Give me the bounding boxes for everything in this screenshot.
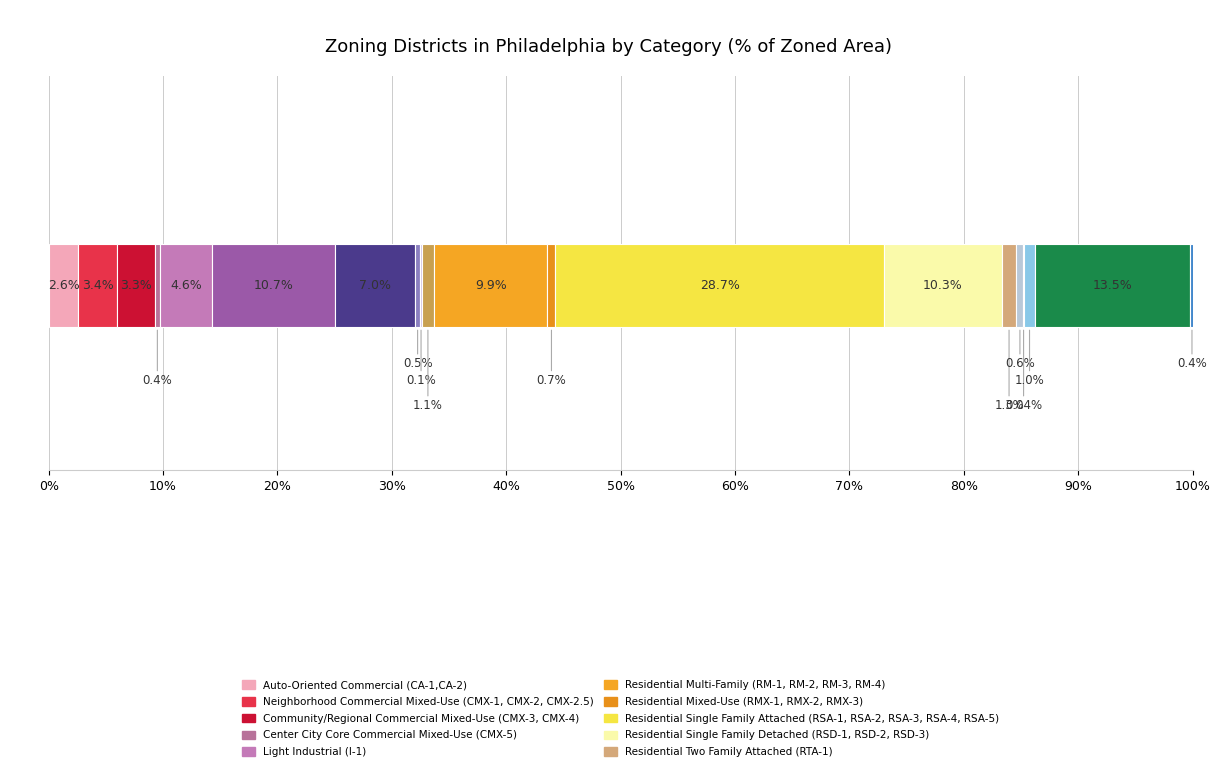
Text: 0.04%: 0.04%	[1005, 330, 1042, 412]
Bar	[212, 243, 335, 327]
Text: 2.6%: 2.6%	[47, 279, 79, 292]
Text: Zoning Districts in Philadelphia by Category (% of Zoned Area): Zoning Districts in Philadelphia by Cate…	[325, 38, 892, 56]
Text: 4.6%: 4.6%	[170, 279, 202, 292]
Bar	[1016, 243, 1023, 327]
Bar	[884, 243, 1002, 327]
Text: 0.6%: 0.6%	[1005, 330, 1034, 370]
Text: 0.4%: 0.4%	[1177, 330, 1207, 370]
Text: 1.1%: 1.1%	[413, 330, 443, 412]
Text: 0.4%: 0.4%	[142, 330, 173, 387]
Bar	[1023, 243, 1036, 327]
Bar	[555, 243, 884, 327]
Bar	[117, 243, 155, 327]
Text: 10.7%: 10.7%	[253, 279, 293, 292]
Text: 3.4%: 3.4%	[82, 279, 113, 292]
Bar	[421, 243, 434, 327]
Text: 13.5%: 13.5%	[1093, 279, 1132, 292]
Text: 1.3%: 1.3%	[994, 330, 1023, 412]
Text: 0.5%: 0.5%	[403, 330, 432, 370]
Legend: Auto-Oriented Commercial (CA-1,CA-2), Neighborhood Commercial Mixed-Use (CMX-1, : Auto-Oriented Commercial (CA-1,CA-2), Ne…	[242, 680, 999, 758]
Bar	[1036, 243, 1190, 327]
Bar	[49, 243, 78, 327]
Bar	[78, 243, 117, 327]
Text: 0.1%: 0.1%	[406, 330, 436, 387]
Text: 9.9%: 9.9%	[475, 279, 506, 292]
Bar	[434, 243, 548, 327]
Text: 0.7%: 0.7%	[537, 330, 566, 387]
Text: 7.0%: 7.0%	[359, 279, 391, 292]
Text: 3.3%: 3.3%	[120, 279, 152, 292]
Bar	[335, 243, 415, 327]
Bar	[1190, 243, 1194, 327]
Bar	[159, 243, 212, 327]
Bar	[548, 243, 555, 327]
Text: 10.3%: 10.3%	[922, 279, 963, 292]
Bar	[155, 243, 159, 327]
Text: 28.7%: 28.7%	[700, 279, 740, 292]
Text: 1.0%: 1.0%	[1015, 330, 1044, 387]
Bar	[415, 243, 421, 327]
Bar	[1002, 243, 1016, 327]
